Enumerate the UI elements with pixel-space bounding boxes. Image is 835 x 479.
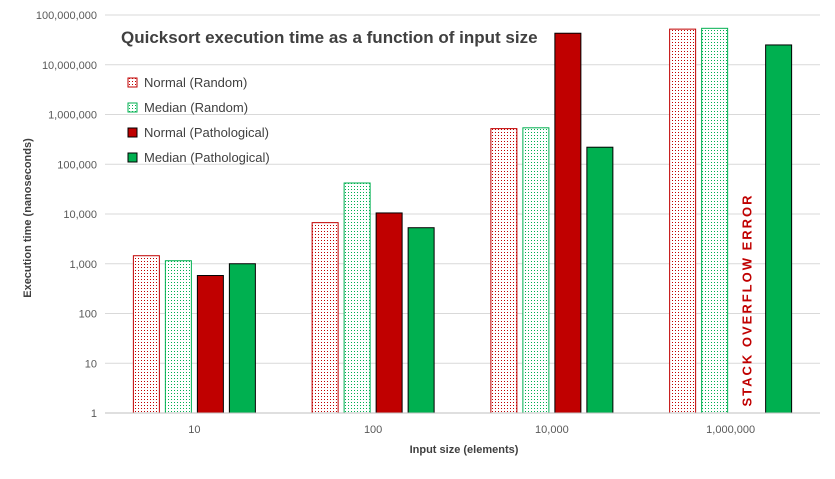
bar: [522, 127, 550, 414]
legend-swatch: [127, 127, 138, 138]
y-tick-label: 10,000: [63, 209, 97, 221]
y-tick-label: 10,000,000: [42, 60, 97, 72]
y-tick-label: 10: [85, 358, 97, 370]
gridlines: [105, 14, 820, 414]
x-axis-ticks: 10 100 10,000 1,000,000: [105, 412, 820, 436]
x-tick-label: 100: [364, 424, 382, 436]
x-axis-title: Input size (elements): [410, 444, 519, 456]
bar: [132, 255, 160, 414]
y-tick-label: 1,000,000: [48, 110, 97, 122]
bar: [701, 27, 729, 414]
bar: [490, 128, 518, 414]
legend-swatch: [127, 102, 138, 113]
legend-swatch: [127, 152, 138, 163]
y-tick-label: 1,000: [69, 259, 97, 271]
y-axis-ticks: 1 10 100 1,000 10,000 100,000 1,000,000 10,000,…: [36, 10, 97, 420]
legend-swatch: [127, 77, 138, 88]
legend-label: Median (Pathological): [144, 150, 270, 165]
bar: [375, 212, 403, 414]
legend-label: Normal (Random): [144, 75, 247, 90]
bar: [407, 227, 435, 414]
y-tick-label: 100,000,000: [36, 10, 97, 22]
bar: [554, 32, 582, 414]
y-axis-title: Execution time (nanoseconds): [22, 138, 34, 298]
bar: [311, 222, 339, 414]
y-tick-label: 100: [79, 309, 97, 321]
bar: [669, 28, 697, 414]
bar: [164, 260, 192, 414]
bars: [132, 27, 793, 414]
x-tick-label: 10: [188, 424, 200, 436]
x-tick-label: 10,000: [535, 424, 569, 436]
bar: [196, 275, 224, 414]
legend-label: Normal (Pathological): [144, 125, 269, 140]
bar: [343, 182, 371, 414]
legend: Normal (Random) Median (Random) Normal (Pa…: [127, 75, 270, 165]
bar: [765, 44, 793, 414]
y-tick-label: 100,000: [57, 159, 97, 171]
chart-title: Quicksort execution time as a function o…: [121, 28, 538, 47]
annotations: STACK OVERFLOW ERROR: [740, 193, 755, 406]
bar: [586, 146, 614, 414]
stack-overflow-annotation: STACK OVERFLOW ERROR: [740, 193, 755, 406]
y-tick-label: 1: [91, 408, 97, 420]
legend-label: Median (Random): [144, 100, 248, 115]
bar: [228, 263, 256, 414]
x-tick-label: 1,000,000: [706, 424, 755, 436]
